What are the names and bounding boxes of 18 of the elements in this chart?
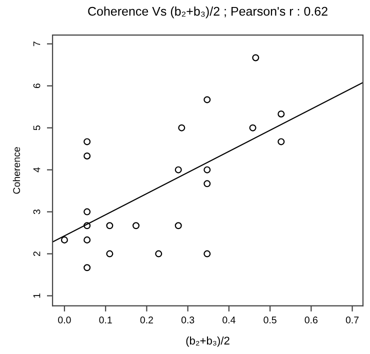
x-tick-label: 0.4 — [222, 316, 236, 324]
x-tick-label: 0.3 — [181, 316, 194, 324]
x-tick-label: 0.5 — [264, 316, 276, 324]
chart-title: Coherence Vs (b₂+b₃)/2 ; Pearson's r : 0.62 — [88, 6, 328, 18]
x-tick-label: 0.7 — [346, 316, 359, 324]
x-tick-label: 0.6 — [304, 316, 318, 324]
y-tick-label: 3 — [33, 210, 40, 214]
y-tick-label: 4 — [33, 167, 40, 172]
x-tick-label: 0.2 — [140, 316, 153, 324]
y-tick-label: 7 — [33, 42, 40, 46]
x-axis-title: (b₂+b₃)/2 — [186, 336, 230, 347]
y-tick-label: 1 — [33, 294, 40, 298]
x-tick-label: 0.1 — [99, 316, 112, 324]
x-tick-label: 0.0 — [58, 316, 71, 324]
y-axis-title: Coherence — [12, 147, 20, 194]
y-tick-label: 5 — [33, 126, 40, 130]
y-tick-label: 2 — [33, 252, 40, 256]
y-tick-label: 6 — [33, 84, 40, 88]
